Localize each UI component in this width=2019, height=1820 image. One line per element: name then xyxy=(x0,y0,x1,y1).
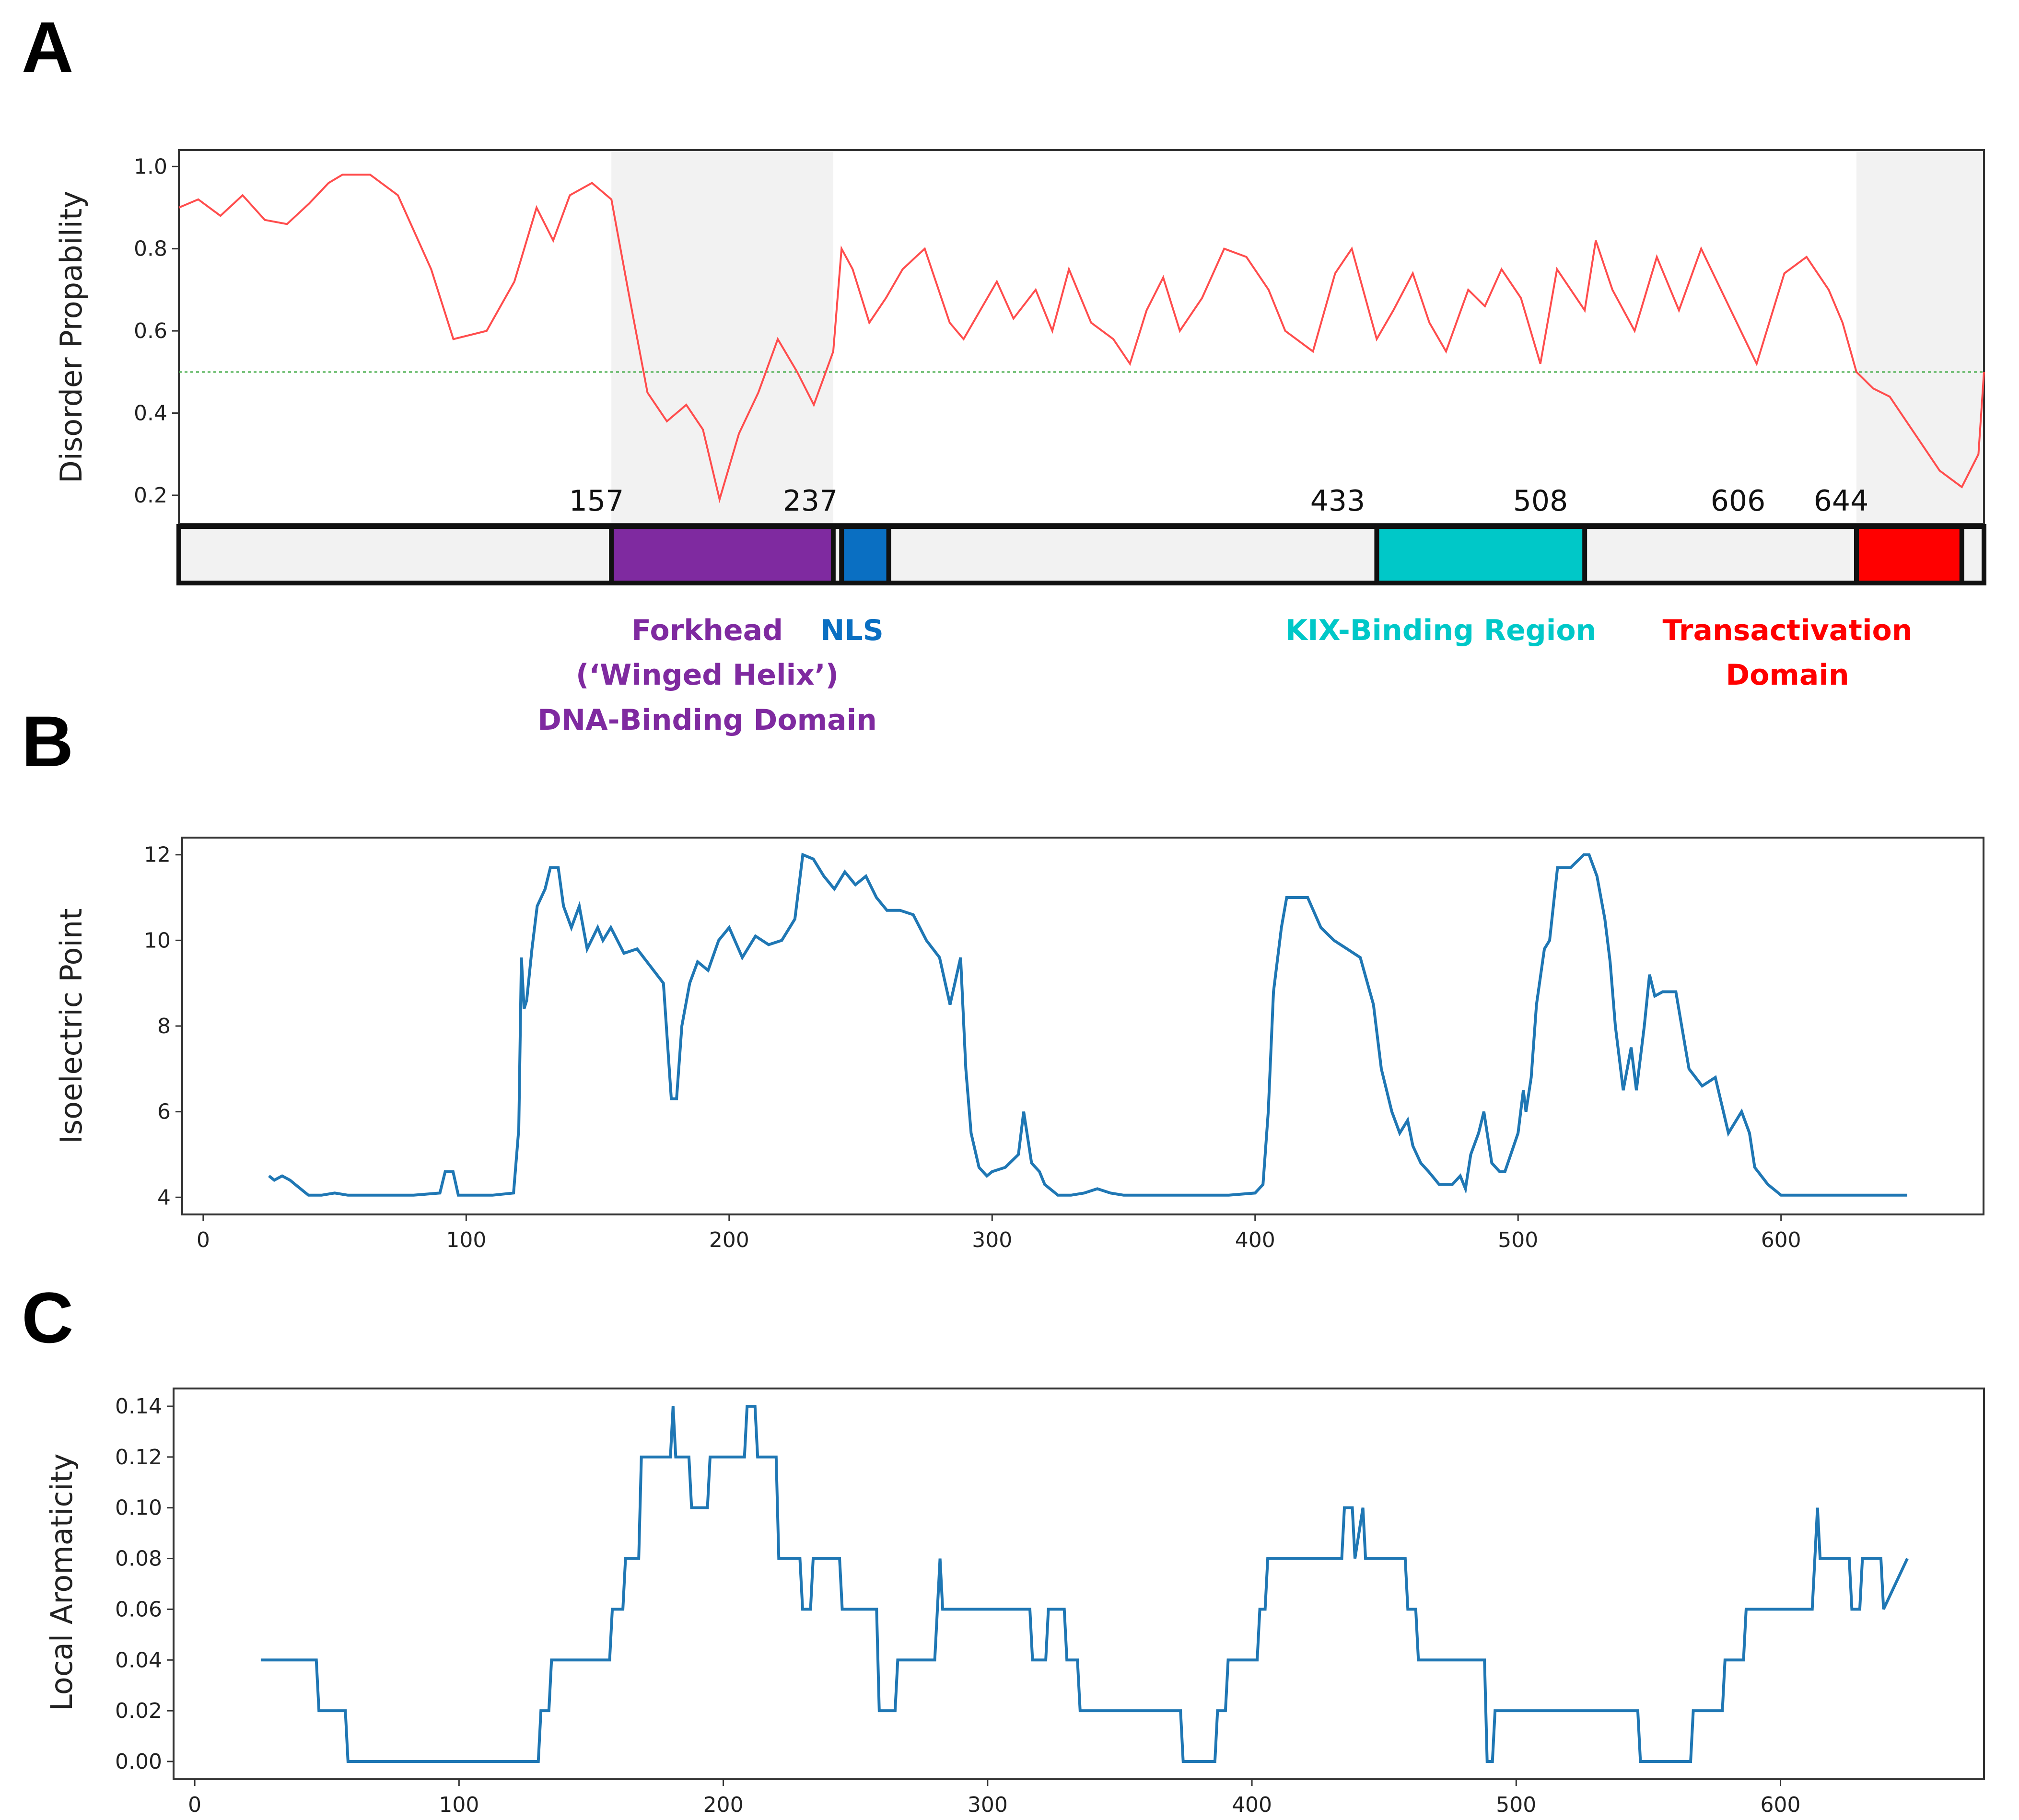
x-tick-label: 100 xyxy=(446,1228,486,1252)
position-label-508: 508 xyxy=(1513,484,1568,518)
kix-label: KIX-Binding Region xyxy=(1285,614,1597,647)
x-tick-label: 600 xyxy=(1761,1228,1801,1252)
y-tick-label: 0.6 xyxy=(134,319,167,343)
x-tick-label: 0 xyxy=(188,1793,201,1817)
y-axis-ticks: 4 6 8 10 12 xyxy=(144,843,182,1210)
y-tick-label: 0.00 xyxy=(115,1750,162,1774)
x-tick-label: 600 xyxy=(1761,1793,1801,1817)
nls-label: NLS xyxy=(820,614,884,647)
y-tick-label: 10 xyxy=(144,928,171,953)
x-axis-ticks: 0 100 200 300 400 500 600 xyxy=(188,1779,1801,1817)
y-tick-label: 4 xyxy=(157,1185,171,1210)
y-tick-label: 0.06 xyxy=(115,1597,162,1622)
domain-block-nls xyxy=(839,524,891,585)
y-tick-label: 0.10 xyxy=(115,1496,162,1520)
shaded-region xyxy=(611,150,833,524)
position-label-606: 606 xyxy=(1711,484,1766,518)
y-axis-label: Local Aromaticity xyxy=(44,1453,79,1711)
y-axis-label: Isoelectric Point xyxy=(54,909,89,1144)
position-label-237: 237 xyxy=(783,484,838,518)
domain-blocks xyxy=(609,524,1964,585)
isoelectric-series-line xyxy=(268,852,1907,1197)
y-tick-label: 1.0 xyxy=(134,154,167,179)
tad-label-line-1: Transactivation xyxy=(1663,614,1913,647)
x-tick-label: 400 xyxy=(1235,1228,1275,1252)
y-axis-label: Disorder Propability xyxy=(54,191,89,483)
x-tick-label: 300 xyxy=(968,1793,1008,1817)
x-tick-label: 0 xyxy=(197,1228,210,1252)
domain-shading-group xyxy=(611,150,1984,524)
x-tick-label: 200 xyxy=(703,1793,744,1817)
forkhead-label-line-1: Forkhead xyxy=(631,614,783,647)
plot-frame xyxy=(178,149,1985,525)
y-axis-ticks: 0.00 0.02 0.04 0.06 0.08 0.10 0.12 0.14 xyxy=(115,1394,174,1774)
y-tick-label: 0.4 xyxy=(134,401,167,426)
protein-bar xyxy=(176,524,1986,585)
shaded-region xyxy=(1856,150,1984,524)
y-tick-label: 0.04 xyxy=(115,1648,162,1672)
panel-letter-a: A xyxy=(22,7,73,87)
plot-frame xyxy=(181,837,1984,1215)
y-tick-label: 0.02 xyxy=(115,1699,162,1723)
x-tick-label: 500 xyxy=(1496,1793,1536,1817)
panel-letter-b: B xyxy=(22,701,73,782)
y-tick-label: 0.14 xyxy=(115,1394,162,1419)
x-tick-label: 200 xyxy=(709,1228,749,1252)
y-tick-label: 0.12 xyxy=(115,1445,162,1470)
disorder-series-line xyxy=(178,174,1985,503)
aromaticity-panel: 0 100 200 300 400 500 600 0.00 0.02 0.04 0.06 0.08… xyxy=(44,1388,1985,1817)
panel-letter-c: C xyxy=(22,1277,73,1358)
x-tick-label: 500 xyxy=(1498,1228,1538,1252)
position-label-644: 644 xyxy=(1814,484,1869,518)
isoelectric-panel: 0 100 200 300 400 500 600 4 6 8 10 12 Isoelectric … xyxy=(54,837,1984,1252)
y-tick-label: 0.08 xyxy=(115,1547,162,1571)
plot-frame xyxy=(173,1388,1985,1780)
domain-block-tad xyxy=(1854,524,1964,585)
x-axis-ticks: 0 100 200 300 400 500 600 xyxy=(197,1214,1801,1252)
position-label-157: 157 xyxy=(569,484,624,518)
y-tick-label: 8 xyxy=(157,1014,171,1038)
y-tick-label: 0.8 xyxy=(134,237,167,261)
tad-label-line-2: Domain xyxy=(1726,658,1849,692)
aromaticity-series-line xyxy=(260,1405,1909,1763)
x-tick-label: 400 xyxy=(1232,1793,1272,1817)
x-tick-label: 300 xyxy=(972,1228,1012,1252)
y-tick-label: 0.2 xyxy=(134,483,167,508)
y-tick-label: 12 xyxy=(144,843,171,867)
x-tick-label: 100 xyxy=(439,1793,479,1817)
position-label-433: 433 xyxy=(1310,484,1365,518)
domain-block-forkhead xyxy=(609,524,836,585)
y-tick-label: 6 xyxy=(157,1100,171,1124)
domain-block-kix xyxy=(1374,524,1587,585)
domain-labels: Forkhead (‘Winged Helix’) DNA-Binding Do… xyxy=(537,614,1912,737)
y-axis-ticks: 0.2 0.4 0.6 0.8 1.0 xyxy=(134,154,179,508)
position-labels: 157 237 433 508 606 644 xyxy=(569,484,1869,518)
forkhead-label-line-3: DNA-Binding Domain xyxy=(537,703,877,737)
forkhead-label-line-2: (‘Winged Helix’) xyxy=(576,658,839,692)
disorder-panel: 0.2 0.4 0.6 0.8 1.0 Disorder Propability 157… xyxy=(54,149,1986,737)
